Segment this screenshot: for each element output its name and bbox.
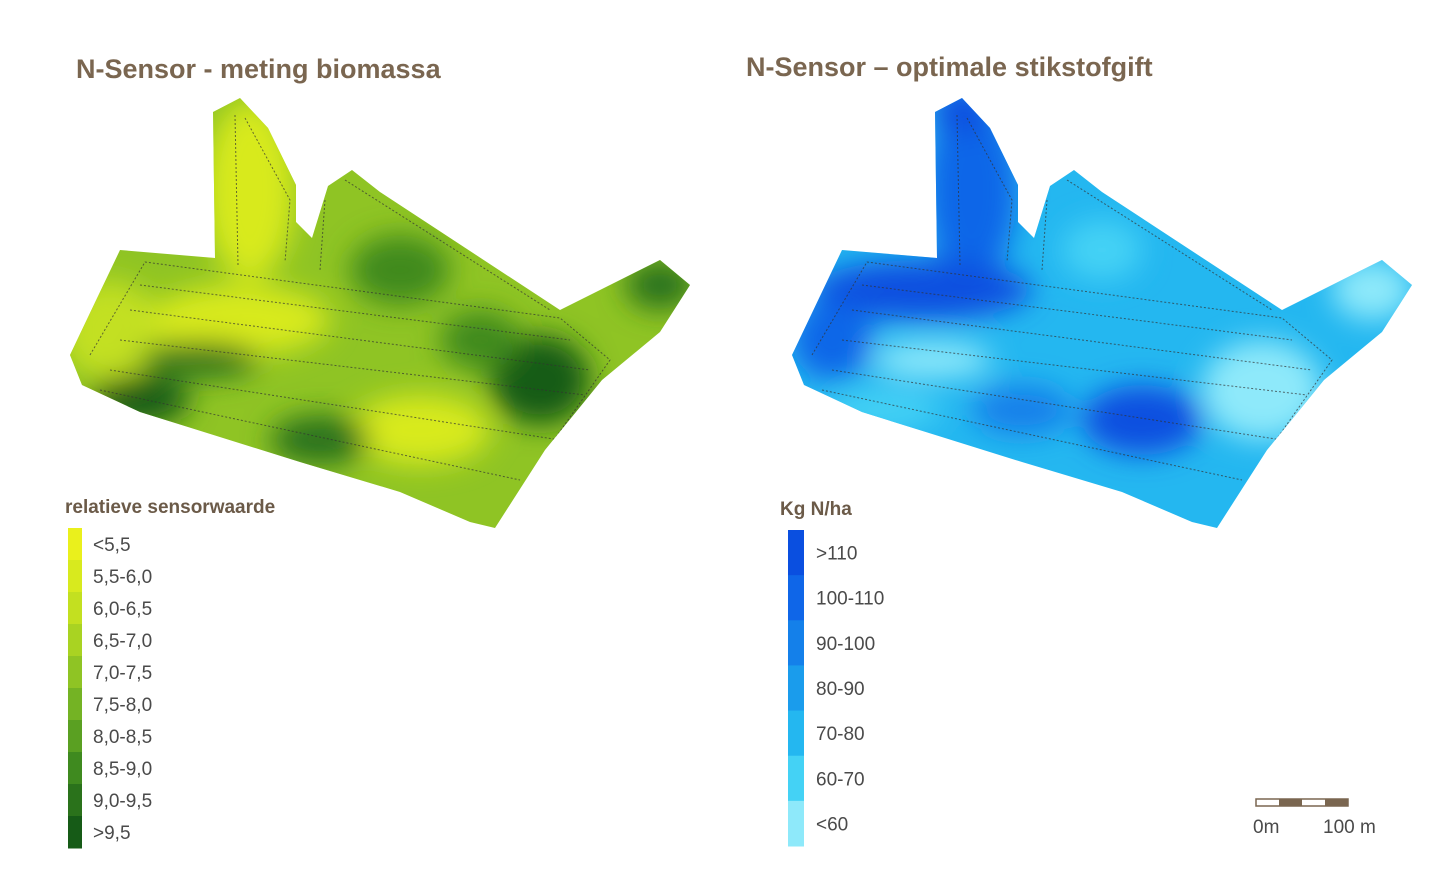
legend-swatch [68, 592, 82, 625]
legend-swatch [68, 560, 82, 593]
legend-label: 70-80 [816, 724, 865, 745]
legend-swatch [68, 688, 82, 721]
legend-label: 7,5-8,0 [93, 695, 152, 716]
legend-swatch [68, 816, 82, 849]
legend-label: <5,5 [93, 535, 131, 556]
legend-swatch [788, 665, 804, 712]
legend-label: >9,5 [93, 823, 131, 844]
legend-swatch [788, 575, 804, 621]
legend-label: <60 [816, 814, 848, 835]
legend-label: 60-70 [816, 769, 865, 790]
nitrogen-map [792, 98, 1412, 528]
legend-swatch [68, 624, 82, 657]
legend-label: 9,0-9,5 [93, 791, 152, 812]
legend-swatch [68, 752, 82, 785]
map-title: N-Sensor - meting biomassa [76, 54, 442, 84]
legend-swatch [68, 656, 82, 689]
legend-swatch [68, 720, 82, 753]
map-title: N-Sensor – optimale stikstofgift [746, 52, 1153, 82]
legend-swatch [788, 530, 804, 576]
legend-swatch [788, 620, 804, 666]
legend-title: Kg N/ha [780, 499, 852, 520]
scale-bar [1255, 798, 1349, 807]
legend-label: 90-100 [816, 634, 875, 655]
legend-label: 80-90 [816, 679, 865, 700]
legend-label: 6,5-7,0 [93, 631, 152, 652]
legend-label: 100-110 [816, 589, 884, 610]
legend-swatch [68, 528, 82, 561]
legend-swatch [788, 800, 804, 847]
legend-swatch [788, 710, 804, 757]
legend-swatch [68, 784, 82, 817]
legend-title: relatieve sensorwaarde [65, 497, 275, 518]
scale-label: 0m [1253, 817, 1279, 838]
legend-label: 8,0-8,5 [93, 727, 152, 748]
legend-label: >110 [816, 544, 857, 565]
biomass-map [70, 98, 690, 528]
legend-swatch [788, 755, 804, 802]
legend-label: 7,0-7,5 [93, 663, 152, 684]
legend-label: 6,0-6,5 [93, 599, 152, 620]
scale-label: 100 m [1323, 817, 1376, 838]
legend-label: 8,5-9,0 [93, 759, 152, 780]
legend-label: 5,5-6,0 [93, 567, 152, 588]
